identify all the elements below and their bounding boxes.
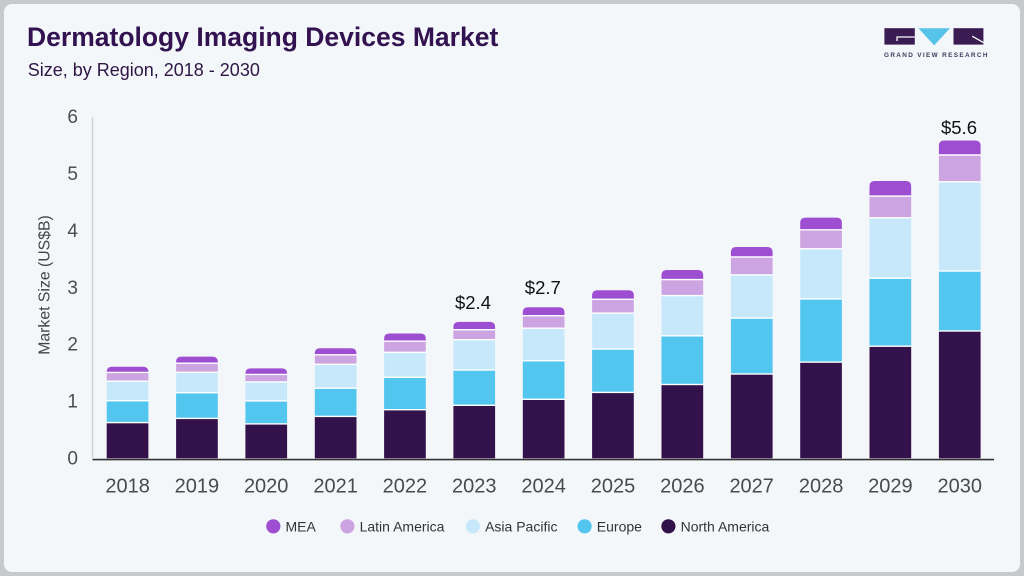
svg-text:2029: 2029 [868, 476, 913, 498]
svg-text:2028: 2028 [799, 476, 844, 498]
svg-text:$2.4: $2.4 [455, 292, 491, 313]
svg-text:5: 5 [67, 164, 78, 185]
svg-text:Market Size (US$B): Market Size (US$B) [36, 215, 53, 355]
svg-text:2018: 2018 [105, 476, 150, 498]
svg-text:2019: 2019 [175, 476, 220, 498]
svg-text:Dermatology Imaging Devices Ma: Dermatology Imaging Devices Market [27, 22, 498, 52]
svg-text:6: 6 [67, 107, 78, 128]
svg-text:2030: 2030 [938, 476, 983, 498]
svg-text:MEA: MEA [286, 518, 317, 534]
svg-text:2021: 2021 [313, 476, 358, 498]
svg-text:1: 1 [67, 391, 78, 412]
svg-text:2027: 2027 [729, 476, 774, 498]
svg-text:Europe: Europe [597, 518, 642, 534]
svg-text:0: 0 [67, 448, 78, 469]
svg-text:North America: North America [681, 518, 770, 534]
svg-text:2025: 2025 [591, 476, 636, 498]
svg-text:2022: 2022 [383, 476, 428, 498]
svg-text:Size, by Region, 2018 - 2030: Size, by Region, 2018 - 2030 [28, 60, 260, 80]
svg-text:2: 2 [67, 335, 78, 356]
svg-text:2020: 2020 [244, 476, 289, 498]
svg-text:3: 3 [67, 278, 78, 299]
svg-text:GRAND VIEW RESEARCH: GRAND VIEW RESEARCH [884, 52, 989, 59]
svg-text:Asia Pacific: Asia Pacific [485, 518, 557, 534]
svg-text:2023: 2023 [452, 476, 497, 498]
svg-text:2024: 2024 [521, 476, 566, 498]
svg-text:2026: 2026 [660, 476, 705, 498]
svg-text:Latin America: Latin America [360, 518, 445, 534]
svg-text:$5.6: $5.6 [941, 117, 977, 138]
svg-text:$2.7: $2.7 [525, 277, 561, 298]
svg-text:4: 4 [67, 221, 78, 242]
